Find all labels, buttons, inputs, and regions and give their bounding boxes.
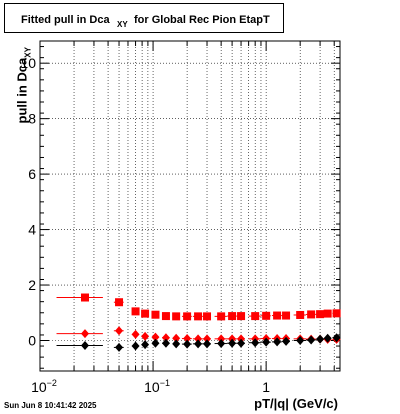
- data-point-square: [203, 312, 212, 321]
- y-tick-label: 0: [28, 332, 36, 348]
- chart-title-box: Fitted pull in Dca XY for Global Rec Pio…: [4, 3, 284, 33]
- data-point-diamond: [161, 333, 170, 343]
- data-point-diamond: [323, 333, 332, 343]
- data-point-diamond: [172, 333, 181, 343]
- data-point-diamond: [316, 334, 325, 344]
- data-point-square: [141, 309, 150, 318]
- data-point-diamond: [217, 334, 226, 344]
- data-point-square: [131, 307, 140, 316]
- data-point-diamond: [237, 338, 246, 348]
- data-point-square: [237, 312, 246, 321]
- data-point-diamond: [183, 339, 192, 349]
- data-point-square: [273, 311, 282, 320]
- data-point-diamond: [131, 329, 140, 339]
- data-point-square: [332, 309, 341, 318]
- data-point-diamond: [194, 339, 203, 349]
- data-point-diamond: [203, 334, 212, 344]
- x-tick-label: 1: [262, 379, 270, 395]
- data-point-square: [161, 312, 170, 321]
- x-tick-label: 10−2: [31, 378, 57, 395]
- data-point-square: [151, 310, 160, 319]
- data-point-diamond: [183, 334, 192, 344]
- data-point-diamond: [80, 340, 89, 350]
- data-point-square: [80, 293, 89, 302]
- y-tick-label: 6: [28, 166, 36, 182]
- plot-frame: [39, 40, 341, 372]
- data-point-diamond: [131, 341, 140, 351]
- data-point-diamond: [141, 331, 150, 341]
- data-point-square: [262, 311, 271, 320]
- data-point-square: [282, 311, 291, 320]
- data-point-diamond: [282, 336, 291, 346]
- datestamp: Sun Jun 8 10:41:42 2025: [4, 401, 97, 410]
- data-point-diamond: [194, 334, 203, 344]
- data-point-diamond: [228, 338, 237, 348]
- y-tick-label: 4: [28, 222, 36, 238]
- x-axis-label: pT/|q| (GeV/c): [254, 396, 338, 411]
- data-point-diamond: [115, 342, 124, 352]
- data-point-square: [296, 310, 305, 319]
- data-point-diamond: [251, 338, 260, 348]
- data-point-square: [172, 312, 181, 321]
- data-point-diamond: [80, 329, 89, 339]
- data-point-diamond: [115, 326, 124, 336]
- data-point-diamond: [296, 335, 305, 345]
- y-tick-label: 2: [28, 277, 36, 293]
- data-point-square: [183, 312, 192, 321]
- y-tick-label: 8: [28, 111, 36, 127]
- chart-title-rest: for Global Rec Pion EtapT: [134, 14, 270, 26]
- x-tick-label: 10−1: [144, 378, 170, 395]
- data-point-square: [217, 312, 226, 321]
- data-point-diamond: [273, 337, 282, 347]
- data-point-square: [228, 312, 237, 321]
- data-point-diamond: [172, 339, 181, 349]
- data-point-diamond: [203, 339, 212, 349]
- chart-title-subscript: XY: [117, 20, 128, 29]
- data-point-diamond: [307, 335, 316, 345]
- data-point-diamond: [141, 340, 150, 350]
- data-point-square: [251, 312, 260, 321]
- data-point-diamond: [151, 338, 160, 348]
- data-point-square: [323, 309, 332, 318]
- data-point-diamond: [217, 339, 226, 349]
- chart-title-main: Fitted pull in Dca: [21, 14, 110, 26]
- data-point-diamond: [161, 338, 170, 348]
- data-point-diamond: [332, 333, 341, 343]
- data-point-square: [307, 310, 316, 319]
- data-point-diamond: [151, 332, 160, 342]
- data-point-square: [194, 312, 203, 321]
- data-point-square: [115, 298, 124, 307]
- data-point-square: [316, 310, 325, 319]
- data-point-diamond: [262, 337, 271, 347]
- y-tick-label: 10: [20, 55, 36, 71]
